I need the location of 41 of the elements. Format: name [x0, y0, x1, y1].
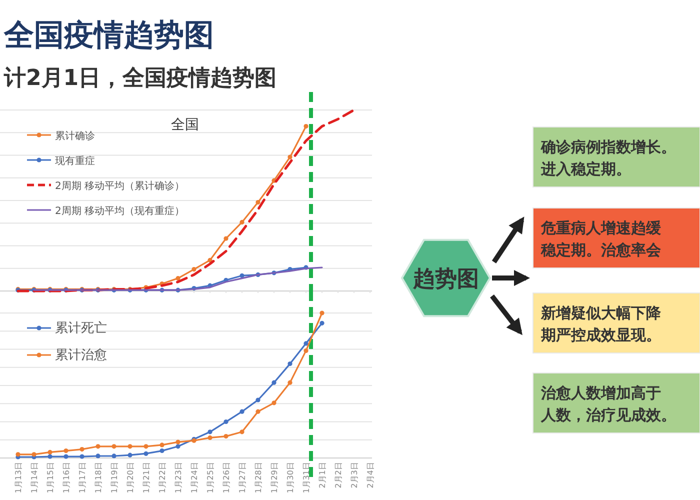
text: 确诊病例指数增长。	[540, 138, 676, 156]
x-tick-label: 2月1日	[318, 462, 327, 488]
text: 全国	[171, 117, 199, 133]
x-tick-label: 1月14日	[30, 462, 39, 494]
text: 趋势图	[412, 267, 479, 292]
legend-label: 累计死亡	[55, 320, 107, 336]
x-tick-label: 1月23日	[174, 462, 183, 494]
x-tick-label: 2月4日	[366, 462, 375, 488]
legend-label: 累计治愈	[55, 348, 107, 363]
x-tick-label: 1月21日	[142, 462, 151, 494]
legend-label: 2周期 移动平均（累计确诊）	[55, 180, 185, 192]
text: 人数，治疗见成效。	[540, 406, 676, 424]
legend-label: 2周期 移动平均（现有重症）	[55, 205, 185, 217]
x-tick-label: 1月22日	[158, 462, 167, 494]
text: 新增疑似大幅下降	[540, 304, 662, 322]
x-tick-label: 1月17日	[78, 462, 87, 494]
text: 进入稳定期。	[540, 160, 631, 178]
x-tick-label: 1月30日	[286, 462, 295, 494]
x-tick-label: 1月24日	[190, 462, 199, 494]
x-tick-label: 2月3日	[350, 462, 359, 488]
x-tick-label: 1月27日	[238, 462, 247, 494]
legend-label: 现有重症	[55, 155, 95, 167]
x-tick-label: 1月31日	[302, 462, 311, 494]
text: 计2月1日，全国疫情趋势图	[3, 66, 277, 91]
x-tick-label: 1月28日	[254, 462, 263, 494]
x-tick-label: 1月20日	[126, 462, 135, 494]
x-tick-label: 1月16日	[62, 462, 71, 494]
legend-label: 累计确诊	[55, 130, 95, 142]
text: 稳定期。治愈率会	[540, 241, 662, 259]
x-tick-label: 1月29日	[270, 462, 279, 494]
x-tick-label: 1月15日	[46, 462, 55, 494]
x-tick-label: 1月19日	[110, 462, 119, 494]
text: 治愈人数增加高于	[540, 384, 661, 402]
x-tick-label: 1月25日	[206, 462, 215, 494]
text: 全国疫情趋势图	[3, 18, 214, 53]
x-tick-label: 1月26日	[222, 462, 231, 494]
text: 期严控成效显现。	[540, 326, 661, 344]
x-tick-label: 1月13日	[14, 462, 23, 494]
x-tick-label: 1月18日	[94, 462, 103, 494]
x-tick-label: 2月2日	[334, 462, 343, 488]
text: 危重病人增速趋缓	[540, 219, 662, 237]
